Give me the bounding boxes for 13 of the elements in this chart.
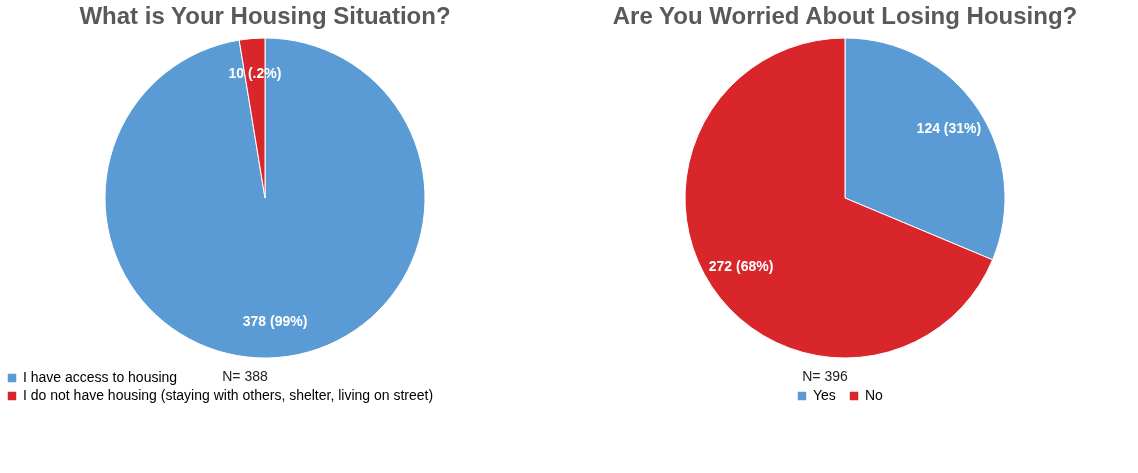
text: N= 388 [222, 368, 268, 384]
legend-label: I have access to housing [23, 369, 178, 385]
pie-slice [104, 37, 426, 359]
legend-label: I do not have housing (staying with others, shelter, living on street) [23, 387, 434, 403]
text: N= 396 [802, 368, 848, 384]
data-label: 272 (68%) [708, 258, 774, 275]
chart-title: Are You Worried About Losing Housing? [612, 2, 1078, 29]
data-label: 378 (99%) [242, 313, 308, 330]
legend-label: No [865, 387, 884, 403]
data-label: 124 (31%) [916, 119, 982, 136]
chart-title: What is Your Housing Situation? [79, 2, 451, 29]
legend-label: Yes [813, 387, 836, 403]
data-label: 10 (.2%) [228, 64, 282, 81]
